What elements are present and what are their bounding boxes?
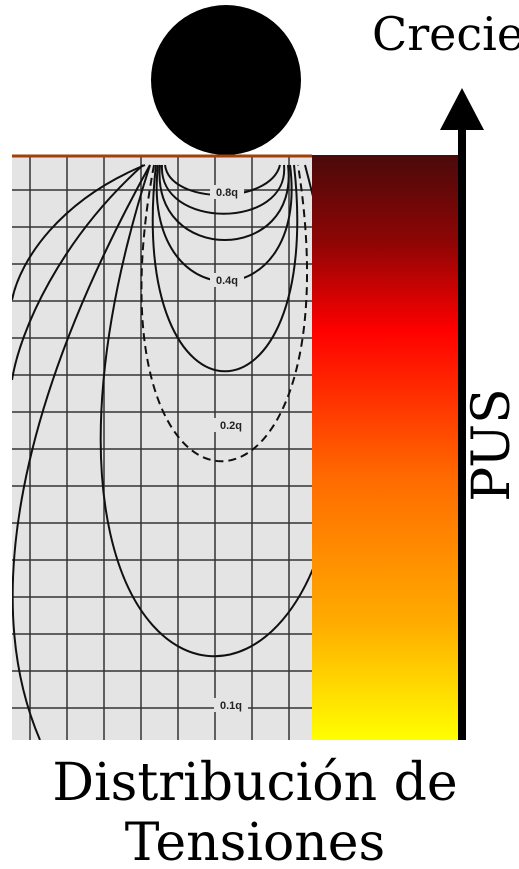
contour-label: 0.4q bbox=[216, 275, 238, 287]
load-circle bbox=[151, 5, 301, 155]
pus-gradient bbox=[312, 155, 462, 740]
arrow-head bbox=[440, 88, 484, 130]
contour-label: 0.8q bbox=[216, 187, 238, 199]
caption-line: Tensiones bbox=[125, 813, 385, 869]
contour-label: 0.2q bbox=[220, 420, 242, 432]
caption-line: Distribución de bbox=[52, 753, 457, 813]
stress-bulb-figure: 0.8q 0.4q 0.2q 0.1q bbox=[12, 155, 312, 740]
arrow-label: Creciente bbox=[372, 7, 519, 61]
axis-label: PUS bbox=[462, 388, 519, 502]
contour-label: 0.1q bbox=[220, 700, 242, 712]
